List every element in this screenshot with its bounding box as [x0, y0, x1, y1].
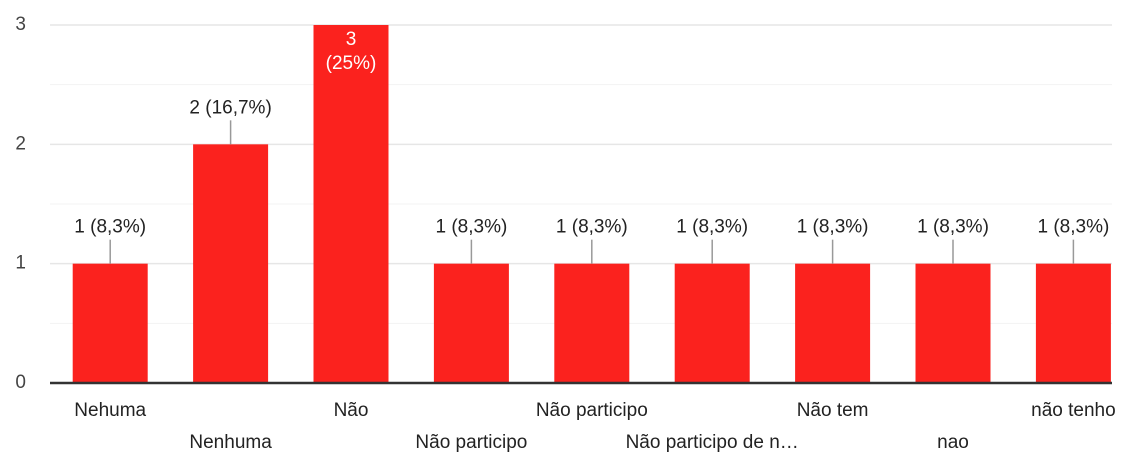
bar — [1035, 263, 1111, 383]
bar — [72, 263, 148, 383]
bar — [193, 144, 269, 383]
x-tick-label: Não participo de n… — [626, 432, 799, 453]
data-label: 1 (8,3%) — [917, 217, 989, 238]
data-label: 1 (8,3%) — [1037, 217, 1109, 238]
x-tick-label: Não — [334, 400, 369, 421]
bar — [674, 263, 750, 383]
data-label: 1 (8,3%) — [556, 217, 628, 238]
bar — [554, 263, 630, 383]
x-tick-label: Não participo — [415, 432, 527, 453]
data-label: 1 (8,3%) — [676, 217, 748, 238]
data-label: 1 (8,3%) — [797, 217, 869, 238]
y-tick-label: 2 — [15, 133, 26, 154]
x-tick-label: Não participo — [536, 400, 648, 421]
data-label: 2 (16,7%) — [189, 97, 271, 118]
y-tick-label: 1 — [15, 253, 26, 274]
bar — [915, 263, 991, 383]
bar — [313, 25, 389, 383]
data-label: 1 (8,3%) — [74, 217, 146, 238]
data-label: 3 (25%) — [326, 29, 377, 74]
data-label: 1 (8,3%) — [435, 217, 507, 238]
x-tick-label: Nehuma — [74, 400, 146, 421]
x-tick-label: Nenhuma — [189, 432, 272, 453]
x-tick-label: Não tem — [797, 400, 869, 421]
bar — [795, 263, 871, 383]
x-tick-label: não tenho — [1031, 400, 1116, 421]
bar — [433, 263, 509, 383]
y-tick-label: 0 — [15, 372, 26, 393]
y-tick-label: 3 — [15, 14, 26, 35]
x-tick-label: nao — [937, 432, 969, 453]
